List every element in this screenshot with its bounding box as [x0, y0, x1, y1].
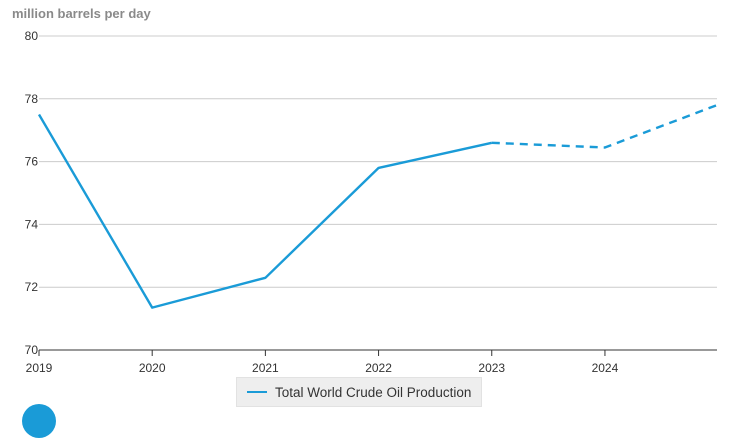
- legend-label: Total World Crude Oil Production: [275, 384, 472, 400]
- y-tick-label: 78: [25, 92, 39, 106]
- y-tick-label: 76: [25, 155, 39, 169]
- x-tick-label: 2020: [139, 361, 166, 375]
- x-tick-label: 2023: [478, 361, 505, 375]
- legend[interactable]: Total World Crude Oil Production: [236, 377, 483, 407]
- y-tick-label: 72: [25, 280, 39, 294]
- legend-swatch: [247, 391, 267, 393]
- x-tick-label: 2022: [365, 361, 392, 375]
- y-axis-unit-label: million barrels per day: [12, 6, 151, 21]
- x-tick-label: 2019: [26, 361, 53, 375]
- x-tick-label: 2021: [252, 361, 279, 375]
- y-tick-label: 80: [25, 29, 39, 43]
- line-chart: 70 72 74 76 78 80 2019 2020 2021 2022 2023 2024: [25, 29, 718, 375]
- chat-button[interactable]: [22, 404, 56, 438]
- y-tick-label: 70: [25, 343, 39, 357]
- y-tick-label: 74: [25, 217, 39, 231]
- x-tick-label: 2024: [592, 361, 619, 375]
- series-line-historical: [37, 113, 493, 309]
- series-line-forecast: [491, 103, 718, 149]
